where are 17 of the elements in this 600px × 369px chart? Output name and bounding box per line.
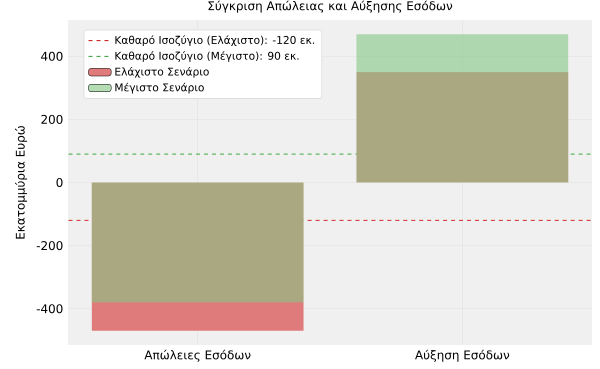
bar	[356, 34, 568, 182]
x-tick-label: Απώλειες Εσόδων	[144, 350, 250, 362]
y-tick-label: -400	[36, 304, 63, 314]
legend-label: Μέγιστο Σενάριο	[115, 82, 204, 94]
y-tick-label: 400	[41, 52, 63, 61]
y-axis-title: Εκατομμύρια Ευρώ	[15, 126, 28, 239]
y-tick-label: 0	[56, 178, 63, 188]
bar	[356, 72, 568, 182]
y-tick-label: 200	[41, 114, 63, 124]
legend-label: Ελάχιστο Σενάριο	[115, 66, 209, 78]
y-tick-label: -200	[36, 241, 63, 250]
legend-label: Καθαρό Ισοζύγιο (Ελάχιστο): -120 εκ.	[115, 35, 314, 46]
chart-title: Σύγκριση Απώλειας και Αύξησης Εσόδων	[208, 0, 452, 13]
bar	[92, 182, 304, 331]
legend-label: Καθαρό Ισοζύγιο (Μέγιστο): 90 εκ.	[115, 51, 298, 62]
bar	[92, 182, 304, 302]
x-tick-label: Αύξηση Εσόδων	[415, 350, 510, 362]
